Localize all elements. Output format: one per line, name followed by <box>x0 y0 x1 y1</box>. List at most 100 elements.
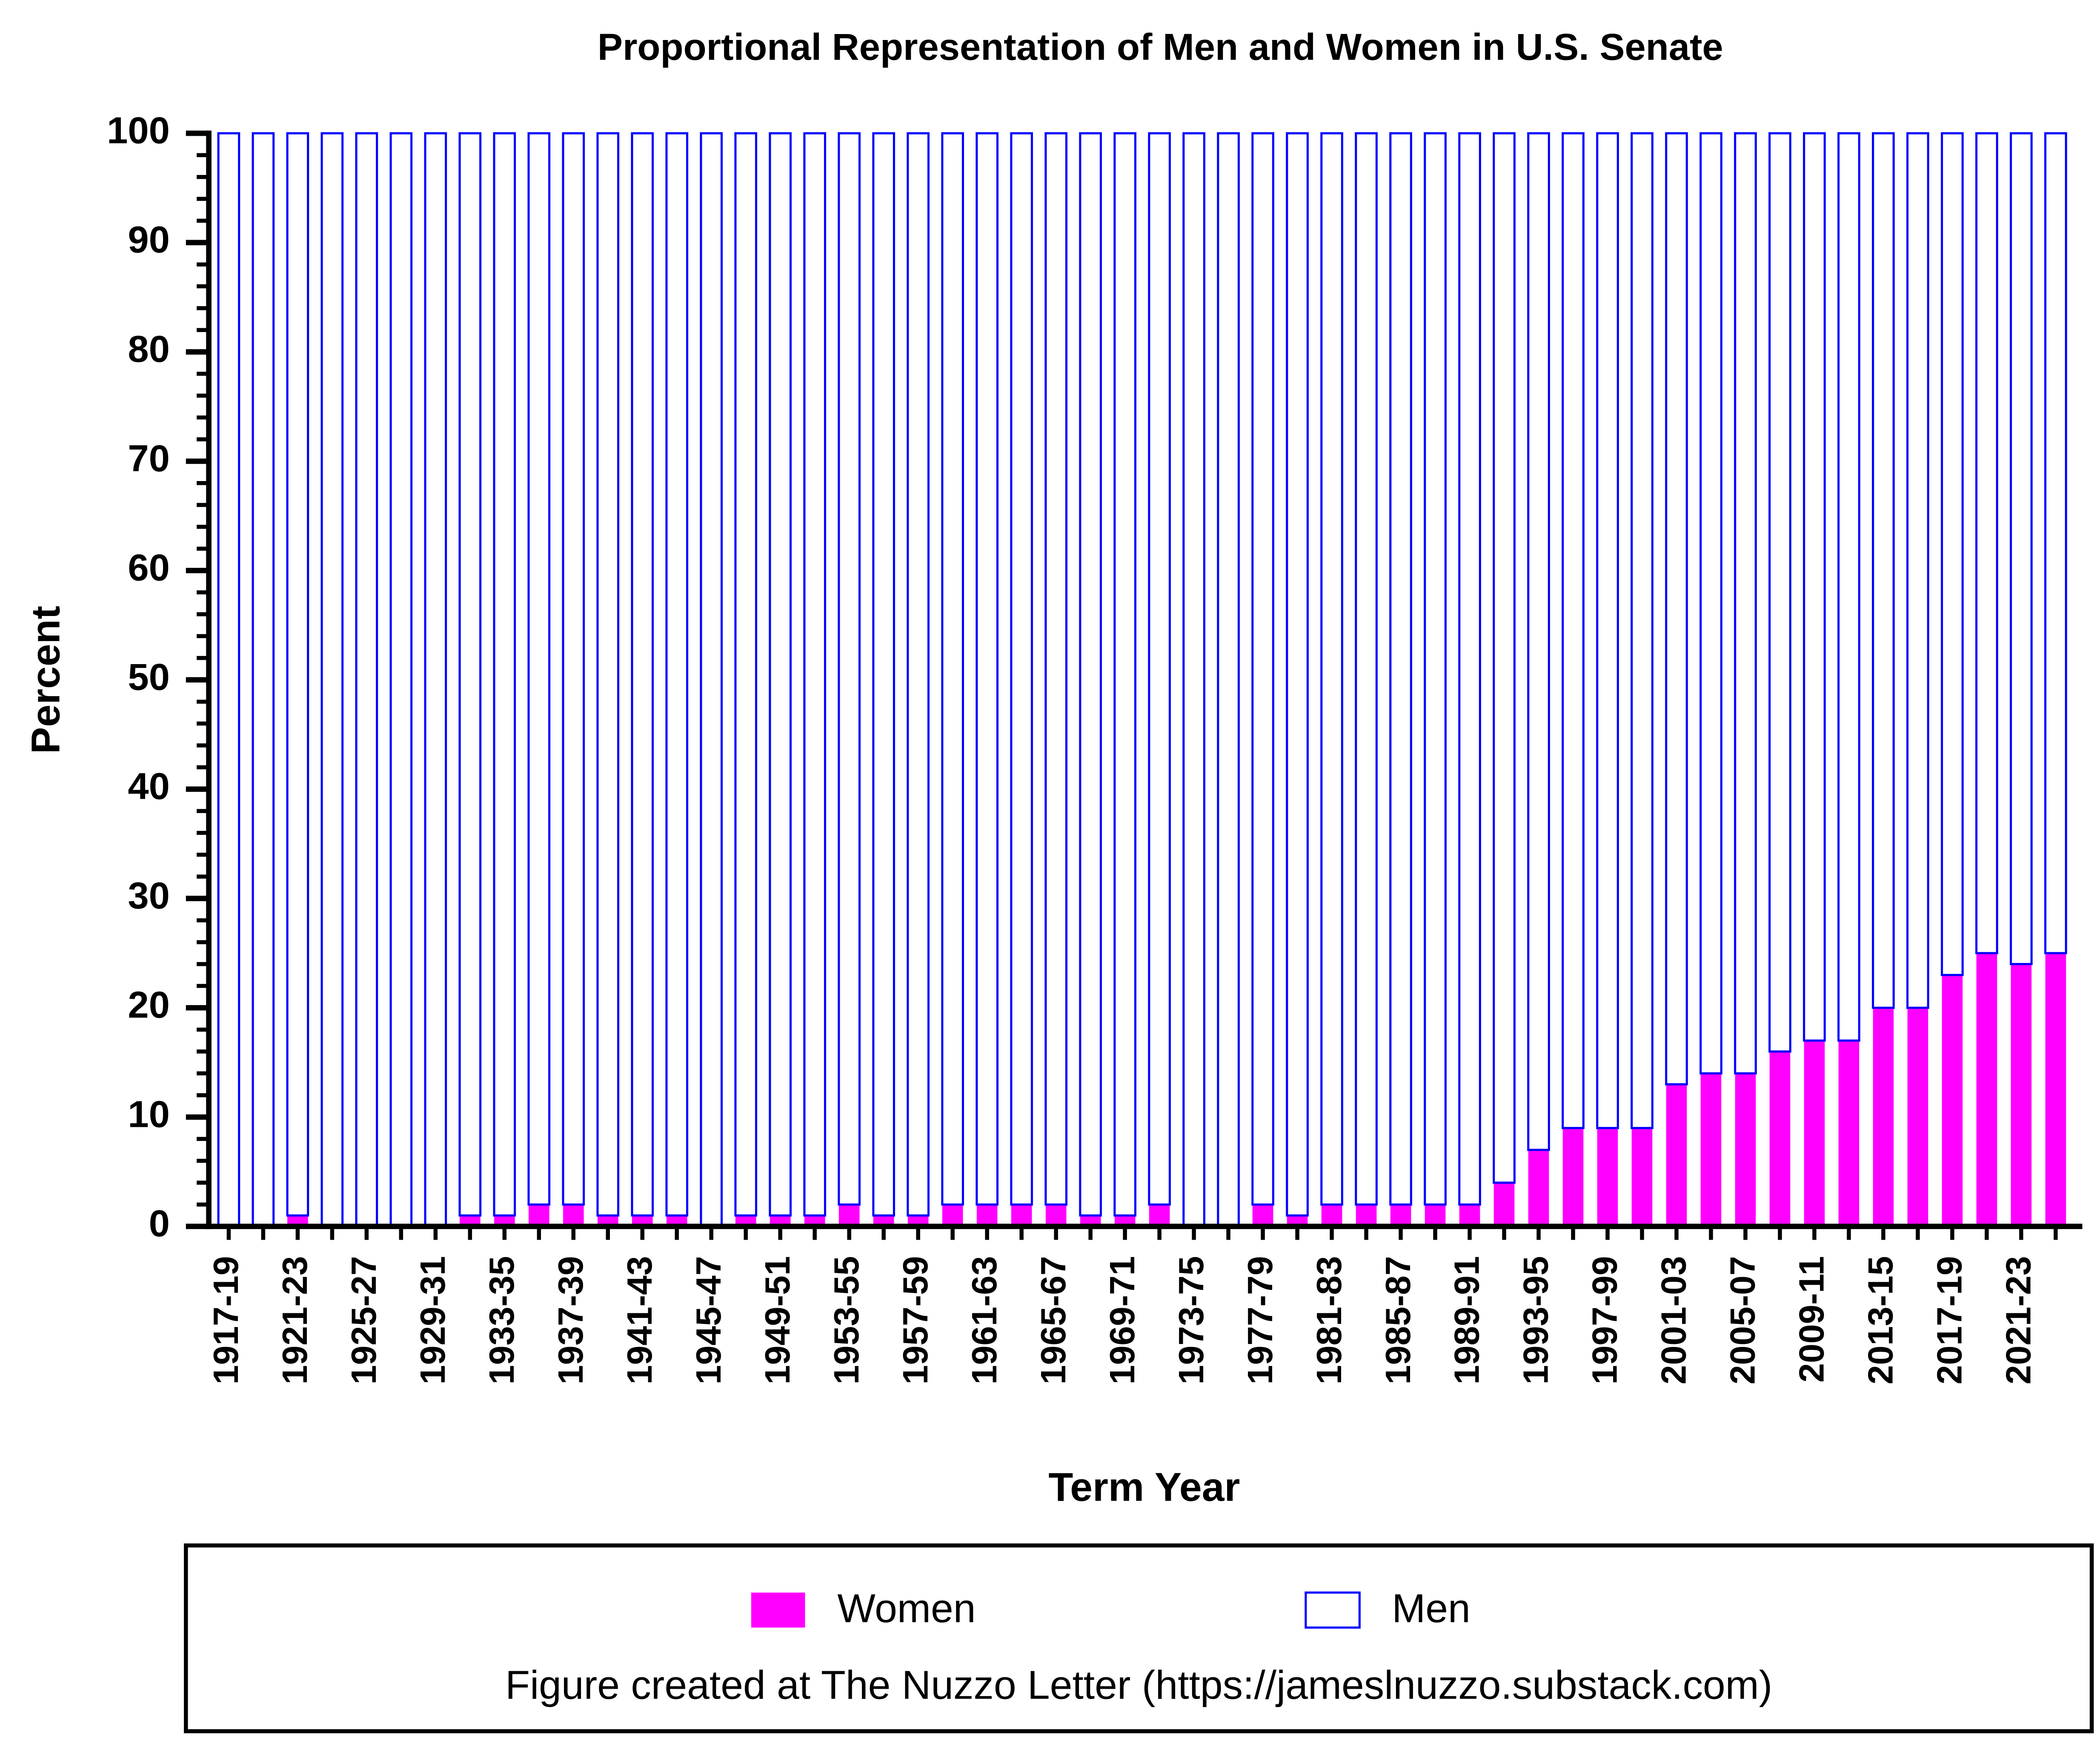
bar-segment <box>596 132 620 1217</box>
bar-segment <box>700 132 723 1228</box>
x-axis-label: Term Year <box>1048 1465 1240 1510</box>
bar-segment <box>1768 132 1791 1053</box>
x-tick-label: 1989-91 <box>1448 1256 1487 1384</box>
bar-segment <box>1356 1204 1377 1226</box>
legend-swatch <box>1305 1591 1361 1629</box>
y-tick-label: 40 <box>128 765 169 807</box>
bar-segment <box>2045 953 2066 1226</box>
bar-segment <box>320 132 344 1228</box>
bar-segment <box>1631 132 1654 1129</box>
y-tick-label: 10 <box>128 1093 169 1135</box>
bar-segment <box>389 132 413 1228</box>
x-tick-label: 1941-43 <box>621 1256 659 1384</box>
x-tick-label: 2021-23 <box>2000 1256 2038 1384</box>
bar-segment <box>1769 1051 1791 1226</box>
x-tick-label: 1921-23 <box>276 1256 315 1384</box>
bar-segment <box>1149 1204 1170 1226</box>
y-tick-label: 100 <box>107 109 170 151</box>
y-tick-label: 60 <box>128 547 169 589</box>
bar-segment <box>1148 132 1171 1206</box>
bar-segment <box>1390 1204 1411 1226</box>
bar-segment <box>1113 132 1136 1217</box>
bar-segment <box>1562 132 1585 1129</box>
x-tick-label: 1917-19 <box>207 1256 246 1384</box>
bar-segment <box>1665 132 1688 1086</box>
bar-segment <box>1425 1204 1446 1226</box>
x-tick-label: 1965-67 <box>1034 1256 1073 1384</box>
y-axis-label: Percent <box>23 606 68 754</box>
bar-segment <box>1837 132 1860 1042</box>
bar-segment <box>1666 1084 1687 1226</box>
y-tick-label: 20 <box>128 984 169 1026</box>
bar-segment <box>355 132 378 1228</box>
x-tick-label: 2013-15 <box>1862 1256 1900 1384</box>
x-tick-label: 2005-07 <box>1724 1256 1762 1384</box>
bar-segment <box>2011 964 2032 1226</box>
bar-segment <box>941 132 964 1206</box>
bar-segment <box>734 132 758 1217</box>
x-tick-label: 2009-11 <box>1793 1256 1831 1382</box>
bar-segment <box>769 132 792 1217</box>
y-tick-label: 90 <box>128 218 169 261</box>
x-tick-label: 1981-83 <box>1310 1256 1349 1384</box>
x-tick-label: 1933-35 <box>483 1256 521 1384</box>
bar-segment <box>527 132 551 1206</box>
bar-segment <box>1528 1150 1549 1226</box>
x-tick-label: 2001-03 <box>1655 1256 1694 1384</box>
x-tick-label: 1985-87 <box>1379 1256 1418 1384</box>
x-tick-label: 1997-99 <box>1586 1256 1625 1384</box>
footnote: Figure created at The Nuzzo Letter (http… <box>505 1663 1772 1708</box>
bar-segment <box>838 132 861 1206</box>
y-tick-label: 50 <box>128 656 169 698</box>
bar-segment <box>1907 1008 1928 1226</box>
x-tick-label: 1977-79 <box>1241 1256 1280 1384</box>
y-tick-label: 0 <box>149 1202 170 1244</box>
bar-segment <box>976 1204 998 1226</box>
bar-segment <box>1804 1040 1825 1226</box>
bar-segment <box>1217 132 1240 1228</box>
legend-box <box>184 1543 2094 1733</box>
bar-segment <box>1182 132 1205 1228</box>
bar-segment <box>1562 1128 1584 1226</box>
bar-segment <box>493 132 516 1217</box>
bar-segment <box>1597 1128 1618 1226</box>
x-tick-label: 1945-47 <box>690 1256 728 1384</box>
bar-segment <box>1699 132 1722 1074</box>
bar-segment <box>1975 132 1998 954</box>
bar-segment <box>907 132 930 1217</box>
x-tick-label: 1973-75 <box>1172 1256 1211 1384</box>
bar-segment <box>1045 1204 1067 1226</box>
bar-segment <box>1252 1204 1273 1226</box>
bar-segment <box>1389 132 1412 1206</box>
y-tick-label: 80 <box>128 328 169 370</box>
bar-segment <box>1941 132 1964 976</box>
chart-title: Proportional Representation of Men and W… <box>598 26 1723 68</box>
x-tick-label: 1969-71 <box>1103 1256 1142 1384</box>
bar-segment <box>529 1204 549 1226</box>
bar-segment <box>217 132 240 1228</box>
bar-segment <box>1873 1008 1894 1226</box>
bar-segment <box>1079 132 1102 1217</box>
bar-segment <box>1011 1204 1032 1226</box>
bar-segment <box>1803 132 1826 1042</box>
bar-segment <box>803 132 827 1217</box>
bar-segment <box>1700 1073 1722 1226</box>
bar-segment <box>1010 132 1033 1206</box>
bar-segment <box>1321 1204 1342 1226</box>
bar-segment <box>458 132 482 1217</box>
bar-segment <box>631 132 654 1217</box>
x-tick-label: 1925-27 <box>345 1256 383 1384</box>
bar-segment <box>1906 132 1929 1009</box>
bar-segment <box>976 132 999 1206</box>
bar-segment <box>942 1204 963 1226</box>
bar-segment <box>1838 1040 1860 1226</box>
bar-segment <box>1459 1204 1480 1226</box>
bar-segment <box>1942 975 1963 1226</box>
bar-segment <box>1527 132 1550 1151</box>
bar-segment <box>1734 132 1757 1074</box>
x-tick-label: 2017-19 <box>1931 1256 1969 1384</box>
legend-swatch <box>751 1592 805 1628</box>
bar-segment <box>1976 953 1997 1226</box>
bar-segment <box>1493 132 1516 1184</box>
